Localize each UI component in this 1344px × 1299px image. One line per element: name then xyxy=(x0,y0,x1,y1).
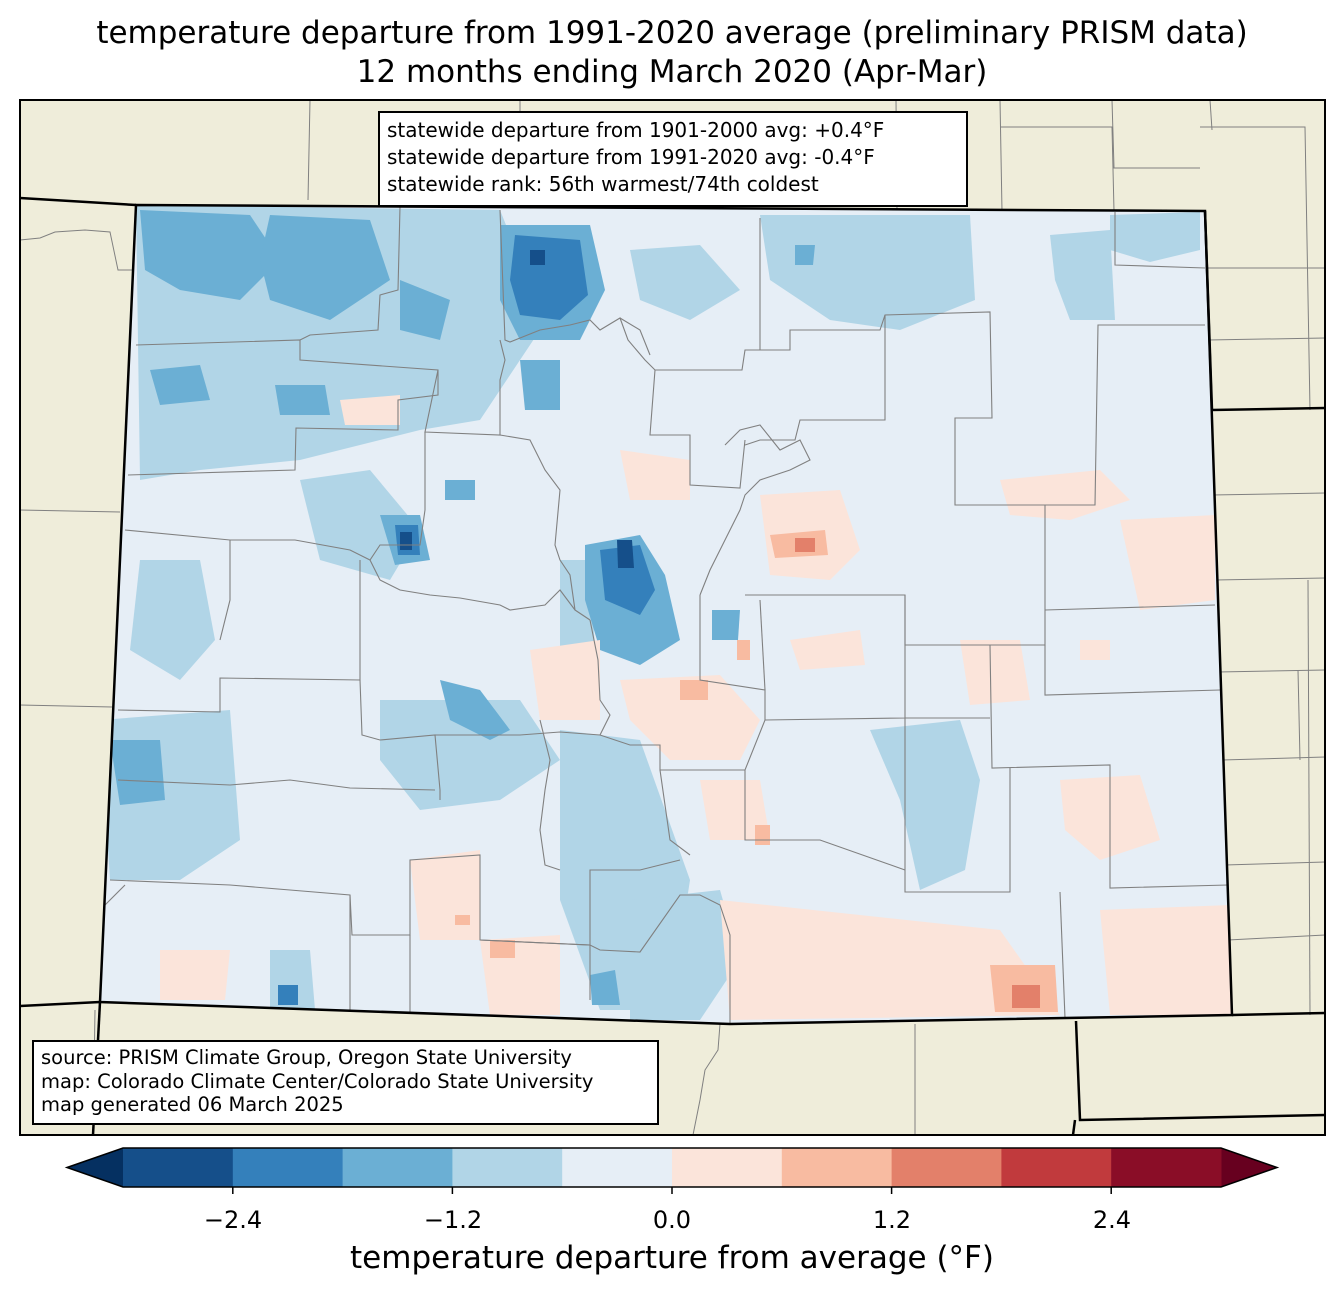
colorbar-extend-low xyxy=(67,1148,123,1187)
colorbar xyxy=(64,1147,1280,1194)
colorado-border xyxy=(98,203,1234,1026)
stats-rank: statewide rank: 56th warmest/74th coldes… xyxy=(387,172,819,196)
colorbar-tick-label: −2.4 xyxy=(203,1206,263,1234)
stats-departure-1901-2000: statewide departure from 1901-2000 avg: … xyxy=(387,118,885,142)
colorbar-extend-high xyxy=(1221,1148,1277,1187)
colorbar-outline xyxy=(64,1147,1280,1188)
source-box: source: PRISM Climate Group, Oregon Stat… xyxy=(32,1040,659,1125)
map-frame xyxy=(19,99,1326,1136)
colorbar-label: temperature departure from average (°F) xyxy=(350,1240,994,1276)
colorbar-segment xyxy=(781,1148,893,1187)
statewide-stats-box: statewide departure from 1901-2000 avg: … xyxy=(378,111,968,207)
colorbar-segment xyxy=(232,1148,344,1187)
colorbar-segment xyxy=(672,1148,783,1187)
colorbar-segment xyxy=(452,1148,563,1187)
departure-field xyxy=(100,205,1232,1024)
colorbar-segment xyxy=(891,1148,1002,1187)
neighbor-state-borders xyxy=(20,196,1325,1135)
map-credit-line: map: Colorado Climate Center/Colorado St… xyxy=(41,1069,594,1093)
generated-date-line: map generated 06 March 2025 xyxy=(41,1093,344,1116)
colorbar-segment xyxy=(562,1148,673,1187)
colorbar-tick-label: 2.4 xyxy=(1092,1206,1132,1234)
colorbar-tick-label: 0.0 xyxy=(652,1206,692,1234)
colorbar-segment xyxy=(123,1148,234,1187)
source-line: source: PRISM Climate Group, Oregon Stat… xyxy=(41,1046,572,1069)
colorbar-tick-label: 1.2 xyxy=(872,1206,912,1234)
colorbar-tick-label: −1.2 xyxy=(423,1206,483,1234)
map-subtitle: 12 months ending March 2020 (Apr-Mar) xyxy=(356,54,988,90)
stats-departure-1991-2020: statewide departure from 1991-2020 avg: … xyxy=(387,145,875,169)
colorado-county-lines xyxy=(100,206,1229,1024)
colorbar-segment xyxy=(1111,1148,1222,1187)
map-title: temperature departure from 1991-2020 ave… xyxy=(96,15,1248,51)
colorbar-segment xyxy=(1001,1148,1112,1187)
colorbar-segment xyxy=(342,1148,453,1187)
